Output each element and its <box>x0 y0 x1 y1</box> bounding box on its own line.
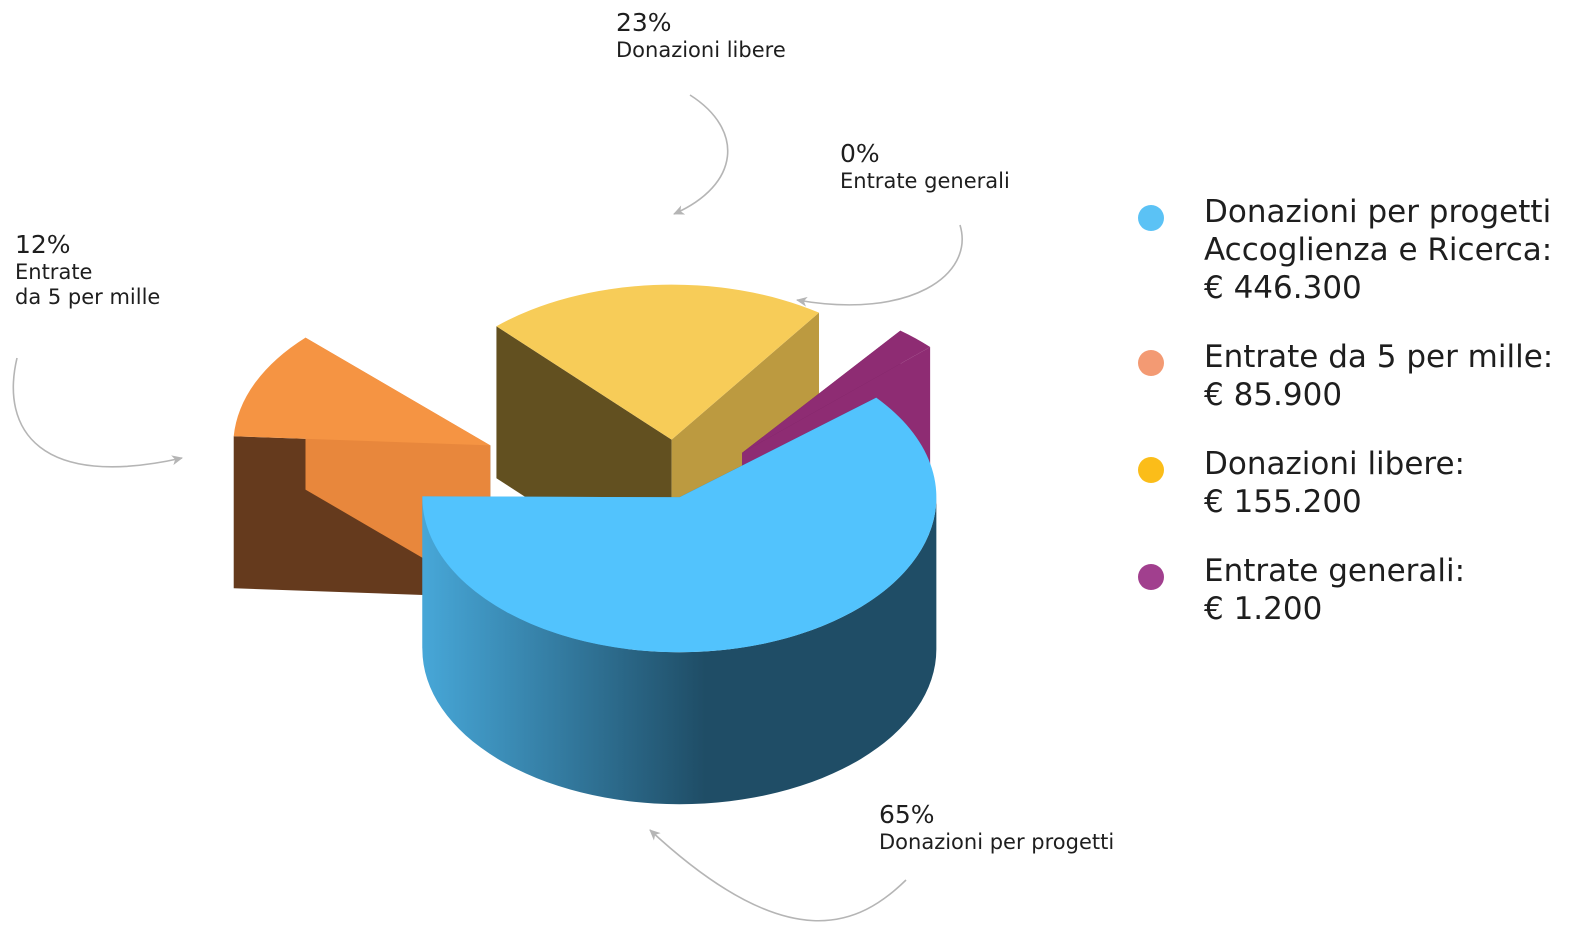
slice-percent-generali: 0% <box>840 139 880 168</box>
legend: Donazioni per progetti Accoglienza e Ric… <box>1138 193 1578 659</box>
slice-label-progetti: 65% Donazioni per progetti <box>879 800 1114 855</box>
slice-name-cinque-line2: da 5 per mille <box>15 285 161 310</box>
legend-amount: € 155.200 <box>1204 484 1362 520</box>
legend-text-libere: Donazioni libere: € 155.200 <box>1204 445 1578 521</box>
legend-swatch-progetti <box>1138 205 1164 231</box>
slice-label-generali: 0% Entrate generali <box>840 139 1010 194</box>
slice-label-libere: 23% Donazioni libere <box>616 8 786 63</box>
slice-top-generali <box>742 330 931 453</box>
slice-label-cinque: 12% Entrate da 5 per mille <box>15 230 160 310</box>
legend-item-libere: Donazioni libere: € 155.200 <box>1138 445 1578 521</box>
pointer-arrow-progetti <box>649 829 907 922</box>
legend-text-progetti: Donazioni per progetti Accoglienza e Ric… <box>1204 193 1578 307</box>
legend-item-progetti: Donazioni per progetti Accoglienza e Ric… <box>1138 193 1578 307</box>
legend-amount: € 1.200 <box>1204 591 1323 627</box>
legend-swatch-generali <box>1138 564 1164 590</box>
legend-text-generali: Entrate generali: € 1.200 <box>1204 552 1578 628</box>
slice-top-cinque <box>233 337 491 446</box>
slice-percent-libere: 23% <box>616 8 672 37</box>
slice-percent-progetti: 65% <box>879 800 935 829</box>
slice-top-progetti <box>422 397 937 653</box>
pointer-arrow-cinque <box>12 357 183 468</box>
slice-name-libere: Donazioni libere <box>616 38 786 62</box>
legend-amount: € 446.300 <box>1204 270 1362 306</box>
legend-line: Donazioni libere: <box>1204 446 1466 482</box>
legend-swatch-libere <box>1138 457 1164 483</box>
legend-line: Accoglienza e Ricerca: <box>1204 232 1553 268</box>
legend-text-cinque: Entrate da 5 per mille: € 85.900 <box>1204 338 1578 414</box>
legend-amount: € 85.900 <box>1204 377 1343 413</box>
slice-outer-wall-progetti <box>422 497 937 805</box>
legend-item-cinque: Entrate da 5 per mille: € 85.900 <box>1138 338 1578 414</box>
legend-item-generali: Entrate generali: € 1.200 <box>1138 552 1578 628</box>
slice-top-libere <box>496 284 820 440</box>
slice-name-cinque-line1: Entrate <box>15 260 93 284</box>
slice-name-generali: Entrate generali <box>840 169 1010 193</box>
pointer-arrow-libere <box>673 94 729 215</box>
legend-line: Entrate generali: <box>1204 553 1466 589</box>
slice-percent-cinque: 12% <box>15 230 71 259</box>
legend-swatch-cinque <box>1138 350 1164 376</box>
legend-line: Donazioni per progetti <box>1204 194 1552 230</box>
pie-slice-progetti <box>422 397 937 805</box>
pointer-arrow-generali <box>796 224 963 307</box>
legend-line: Entrate da 5 per mille: <box>1204 339 1554 375</box>
slice-name-progetti: Donazioni per progetti <box>879 830 1115 854</box>
